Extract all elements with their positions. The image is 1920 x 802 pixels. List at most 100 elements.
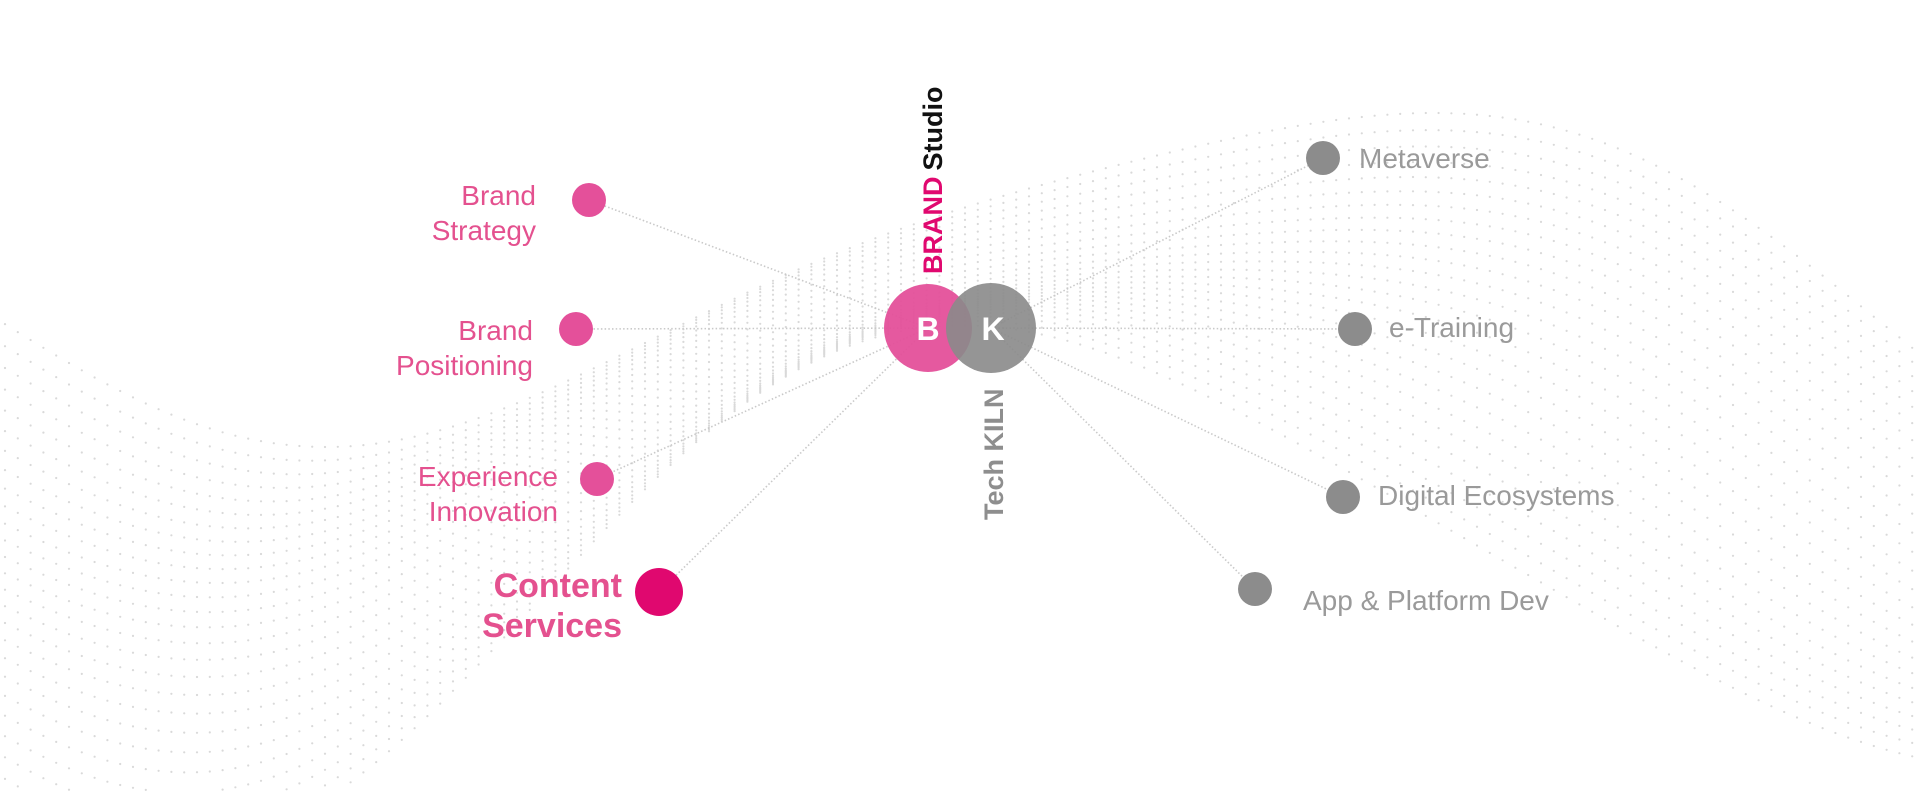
wave-dot [1155, 330, 1159, 333]
wave-dot [1386, 336, 1389, 339]
wave-dot [1847, 373, 1850, 376]
wave-dot [1744, 562, 1747, 566]
wave-dot [29, 500, 32, 503]
wave-dot [106, 499, 109, 502]
wave-dot [1731, 575, 1735, 578]
wave-dot [1527, 280, 1530, 283]
wave-dot [183, 580, 186, 583]
service-brand-positioning[interactable]: Brand Positioning [396, 312, 593, 381]
wave-dot [592, 435, 595, 438]
wave-dot [541, 487, 544, 491]
wave-dot [1091, 338, 1095, 341]
wave-dot [1053, 275, 1056, 278]
brand-studio-circle[interactable] [884, 284, 972, 372]
wave-dot [567, 557, 570, 560]
brand-studio-label-brand: BRAND [918, 177, 948, 275]
wave-dot [1053, 197, 1056, 201]
wave-dot [106, 463, 109, 466]
wave-dot [938, 260, 941, 263]
service-brand-strategy[interactable]: Brand Strategy [432, 180, 606, 246]
wave-dot [1539, 438, 1543, 441]
wave-dot [515, 413, 519, 417]
wave-dot [1680, 642, 1683, 645]
wave-dot [771, 282, 775, 285]
wave-dot [771, 356, 775, 359]
wave-dot [1245, 148, 1248, 151]
wave-dot [1693, 530, 1696, 533]
wave-dot [1757, 464, 1760, 467]
wave-dot [1680, 478, 1683, 481]
service-content-services[interactable]: Content Services [482, 567, 683, 645]
wave-dot [336, 574, 339, 577]
wave-dot [1091, 295, 1095, 298]
wave-dot [1168, 187, 1171, 190]
service-metaverse[interactable]: Metaverse [1306, 141, 1490, 175]
wave-dot [1616, 181, 1619, 184]
wave-dot [426, 450, 429, 453]
service-e-training[interactable]: e-Training [1338, 312, 1514, 346]
wave-dot [464, 451, 467, 454]
wave-dot [1616, 546, 1619, 549]
wave-dot [695, 334, 698, 337]
wave-dot [1373, 332, 1376, 335]
wave-dot [1565, 596, 1568, 599]
wave-dot [131, 540, 135, 544]
wave-dot [3, 430, 7, 433]
wave-dot [1386, 385, 1389, 388]
wave-dot [1040, 227, 1043, 230]
wave-dot [464, 562, 467, 565]
wave-dot [464, 637, 467, 640]
wave-dot [848, 290, 851, 293]
wave-dot [643, 474, 647, 477]
service-digital-ecosystems[interactable]: Digital Ecosystems [1326, 480, 1615, 514]
wave-dot [170, 750, 173, 753]
wave-dot [1066, 331, 1069, 335]
wave-dot [1872, 655, 1875, 658]
wave-dot [861, 272, 864, 276]
wave-dot [1322, 319, 1325, 322]
wave-dot [285, 525, 288, 528]
wave-dot [349, 534, 352, 537]
wave-dot [387, 711, 391, 714]
wave-dot [976, 279, 979, 282]
wave-dot [682, 390, 685, 393]
wave-dot [1514, 528, 1517, 531]
service-experience-innovation[interactable]: Experience Innovation [418, 461, 614, 527]
tech-kiln-circle[interactable] [946, 283, 1036, 373]
wave-dot [1731, 490, 1735, 493]
wave-dot [451, 597, 455, 600]
wave-dot [1155, 177, 1159, 180]
wave-dot [1207, 325, 1210, 328]
wave-dot [16, 437, 19, 440]
wave-dot [131, 524, 135, 528]
wave-dot [426, 704, 429, 707]
wave-dot [144, 460, 147, 463]
wave-dot [541, 391, 544, 394]
wave-dot [1501, 459, 1504, 462]
wave-dot [16, 331, 19, 334]
wave-dot [1591, 552, 1594, 555]
wave-dot [1808, 398, 1811, 401]
wave-dot [144, 727, 147, 730]
service-app-platform-dev[interactable]: App & Platform Dev [1238, 572, 1549, 616]
wave-dot [426, 681, 429, 684]
wave-dot [631, 429, 634, 432]
wave-dot [682, 382, 685, 385]
wave-dot [1347, 370, 1351, 373]
wave-dot [1053, 310, 1056, 314]
wave-dot [1079, 192, 1082, 195]
wave-dot [387, 530, 391, 533]
wave-dot [1616, 482, 1619, 485]
wave-dot [1911, 714, 1914, 718]
wave-dot [835, 347, 839, 351]
wave-dot [119, 584, 122, 587]
wave-dot [579, 377, 583, 380]
wave-dot [490, 642, 493, 645]
wave-dot [1027, 286, 1031, 289]
wave-dot [989, 212, 992, 215]
wave-dot [1795, 318, 1799, 321]
wave-dot [631, 481, 634, 484]
wave-dot [1808, 279, 1811, 283]
wave-dot [1258, 351, 1261, 355]
wave-dot [1130, 193, 1133, 196]
